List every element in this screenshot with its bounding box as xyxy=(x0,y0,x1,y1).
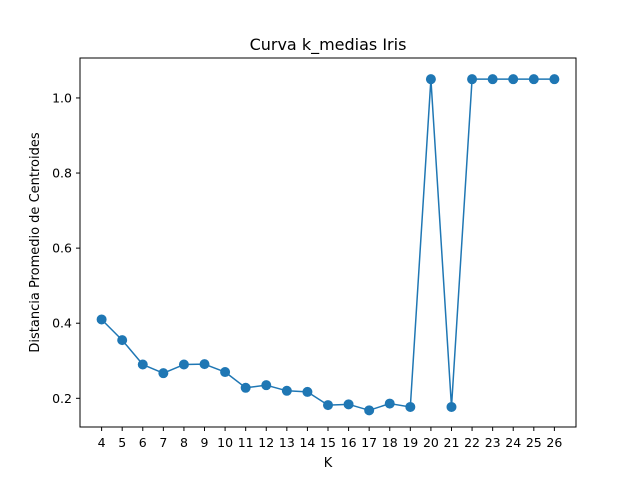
data-point xyxy=(158,368,169,379)
y-tick-label: 0.2 xyxy=(52,391,72,406)
x-tick-label: 22 xyxy=(464,435,480,450)
series-layer xyxy=(96,74,560,416)
data-point xyxy=(137,359,148,370)
data-point xyxy=(117,335,128,346)
x-tick-label: 15 xyxy=(320,435,336,450)
x-tick-label: 19 xyxy=(402,435,418,450)
y-tick-label: 0.6 xyxy=(52,241,72,256)
x-axis-label: K xyxy=(324,456,333,471)
x-tick-label: 10 xyxy=(217,435,233,450)
data-point xyxy=(343,399,354,410)
x-tick-label: 11 xyxy=(238,435,254,450)
x-tick-label: 6 xyxy=(139,435,147,450)
data-point xyxy=(549,74,560,85)
x-tick-label: 8 xyxy=(180,435,188,450)
x-tick-label: 24 xyxy=(505,435,521,450)
y-axis-ticks: 0.2 0.4 0.6 0.8 1.0 xyxy=(52,90,80,406)
y-tick-label: 0.8 xyxy=(52,166,72,181)
x-tick-label: 13 xyxy=(279,435,295,450)
y-tick-label: 0.4 xyxy=(52,316,72,331)
data-point xyxy=(302,386,313,397)
data-point xyxy=(487,74,498,85)
x-tick-label: 23 xyxy=(485,435,501,450)
data-point xyxy=(178,359,189,370)
x-tick-label: 17 xyxy=(361,435,377,450)
x-tick-label: 20 xyxy=(423,435,439,450)
x-tick-label: 26 xyxy=(546,435,562,450)
data-point xyxy=(323,400,333,411)
x-tick-label: 25 xyxy=(526,435,542,450)
x-tick-label: 4 xyxy=(98,435,106,450)
data-point xyxy=(467,74,478,85)
data-point xyxy=(240,382,251,393)
data-point xyxy=(364,405,375,416)
data-point xyxy=(528,74,539,85)
x-tick-label: 16 xyxy=(341,435,357,450)
x-axis-ticks: 4 5 6 7 8 9 10 11 12 13 14 15 16 17 18 19 20 21 22 23 24 25 26 xyxy=(98,427,562,450)
data-point xyxy=(425,74,436,85)
x-tick-label: 5 xyxy=(118,435,126,450)
data-point xyxy=(261,380,272,391)
chart-title: Curva k_medias Iris xyxy=(250,35,407,55)
x-tick-label: 18 xyxy=(382,435,398,450)
plot-area-frame xyxy=(79,57,577,428)
data-point xyxy=(199,359,210,370)
x-tick-label: 9 xyxy=(201,435,209,450)
x-tick-label: 7 xyxy=(159,435,167,450)
x-tick-label: 21 xyxy=(444,435,460,450)
y-axis-label: Distancia Promedio de Centroides xyxy=(28,132,43,352)
data-point xyxy=(281,385,292,396)
data-point xyxy=(405,401,416,412)
x-tick-label: 14 xyxy=(299,435,315,450)
y-tick-label: 1.0 xyxy=(52,90,72,105)
data-point xyxy=(508,74,519,85)
data-point xyxy=(96,314,107,325)
data-point xyxy=(220,367,231,378)
data-point xyxy=(384,398,395,409)
x-tick-label: 12 xyxy=(258,435,274,450)
data-point xyxy=(446,401,457,412)
